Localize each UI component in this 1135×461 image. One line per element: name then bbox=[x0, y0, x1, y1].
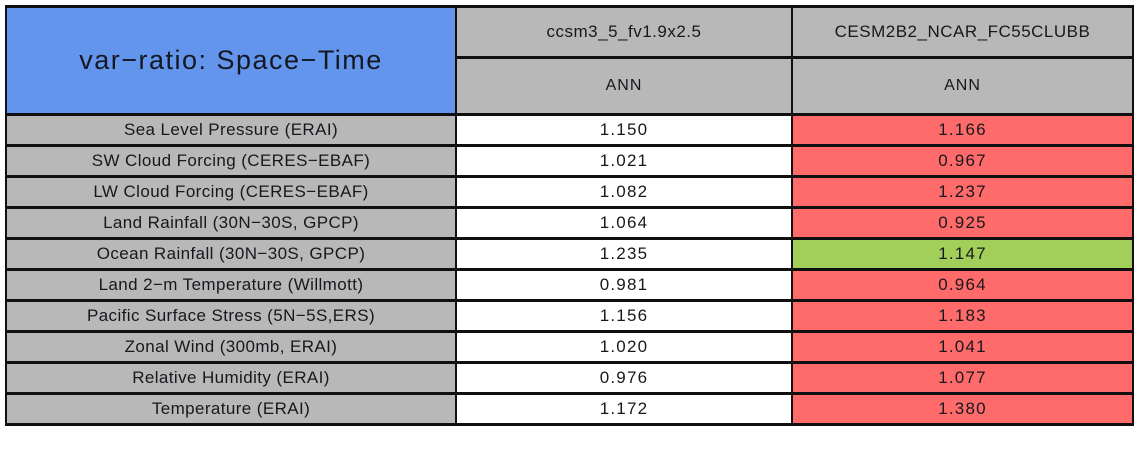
model-header-cesm2b2-ncar-fc55clubb: CESM2B2_NCAR_FC55CLUBB bbox=[791, 5, 1134, 59]
row-label: Land 2−m Temperature (Willmott) bbox=[5, 268, 457, 302]
table-row: Land 2−m Temperature (Willmott) 0.981 0.… bbox=[5, 268, 1134, 302]
table-row: LW Cloud Forcing (CERES−EBAF) 1.082 1.23… bbox=[5, 175, 1134, 209]
row-label: Ocean Rainfall (30N−30S, GPCP) bbox=[5, 237, 457, 271]
value-cell: 1.172 bbox=[455, 392, 793, 426]
row-label: SW Cloud Forcing (CERES−EBAF) bbox=[5, 144, 457, 178]
diagnostics-table-wrapper: var−ratio: Space−Time ccsm3_5_fv1.9x2.5 … bbox=[5, 5, 1134, 426]
value-cell: 1.064 bbox=[455, 206, 793, 240]
value-cell: 1.041 bbox=[791, 330, 1134, 364]
value-cell: 0.964 bbox=[791, 268, 1134, 302]
value-cell: 0.925 bbox=[791, 206, 1134, 240]
table-row: Land Rainfall (30N−30S, GPCP) 1.064 0.92… bbox=[5, 206, 1134, 240]
season-header-ann-col1: ANN bbox=[455, 56, 793, 116]
value-cell: 1.082 bbox=[455, 175, 793, 209]
row-label: Temperature (ERAI) bbox=[5, 392, 457, 426]
table-row: Sea Level Pressure (ERAI) 1.150 1.166 bbox=[5, 113, 1134, 147]
table-row: Ocean Rainfall (30N−30S, GPCP) 1.235 1.1… bbox=[5, 237, 1134, 271]
row-label: Relative Humidity (ERAI) bbox=[5, 361, 457, 395]
value-cell: 1.237 bbox=[791, 175, 1134, 209]
row-label: Zonal Wind (300mb, ERAI) bbox=[5, 330, 457, 364]
value-cell: 1.183 bbox=[791, 299, 1134, 333]
header-row-seasons: ANN ANN bbox=[6, 56, 1134, 116]
season-header-ann-col2: ANN bbox=[791, 56, 1134, 116]
value-cell: 1.235 bbox=[455, 237, 793, 271]
value-cell: 1.156 bbox=[455, 299, 793, 333]
value-cell: 0.981 bbox=[455, 268, 793, 302]
value-cell: 1.147 bbox=[791, 237, 1134, 271]
value-cell: 1.021 bbox=[455, 144, 793, 178]
value-cell: 1.380 bbox=[791, 392, 1134, 426]
value-cell: 0.976 bbox=[455, 361, 793, 395]
table-title-cell: var−ratio: Space−Time bbox=[5, 5, 457, 116]
table-row: Zonal Wind (300mb, ERAI) 1.020 1.041 bbox=[5, 330, 1134, 364]
value-cell: 0.967 bbox=[791, 144, 1134, 178]
model-header-ccsm3-5-fv19x25: ccsm3_5_fv1.9x2.5 bbox=[455, 5, 793, 59]
header-row-models: var−ratio: Space−Time ccsm3_5_fv1.9x2.5 … bbox=[5, 5, 1134, 116]
row-label: Sea Level Pressure (ERAI) bbox=[5, 113, 457, 147]
table-row: Relative Humidity (ERAI) 0.976 1.077 bbox=[5, 361, 1134, 395]
table-row: SW Cloud Forcing (CERES−EBAF) 1.021 0.96… bbox=[5, 144, 1134, 178]
value-cell: 1.020 bbox=[455, 330, 793, 364]
value-cell: 1.150 bbox=[455, 113, 793, 147]
var-ratio-table: var−ratio: Space−Time ccsm3_5_fv1.9x2.5 … bbox=[5, 5, 1134, 426]
table-row: Pacific Surface Stress (5N−5S,ERS) 1.156… bbox=[5, 299, 1134, 333]
value-cell: 1.077 bbox=[791, 361, 1134, 395]
row-label: Land Rainfall (30N−30S, GPCP) bbox=[5, 206, 457, 240]
value-cell: 1.166 bbox=[791, 113, 1134, 147]
table-row: Temperature (ERAI) 1.172 1.380 bbox=[5, 392, 1134, 426]
row-label: Pacific Surface Stress (5N−5S,ERS) bbox=[5, 299, 457, 333]
row-label: LW Cloud Forcing (CERES−EBAF) bbox=[5, 175, 457, 209]
